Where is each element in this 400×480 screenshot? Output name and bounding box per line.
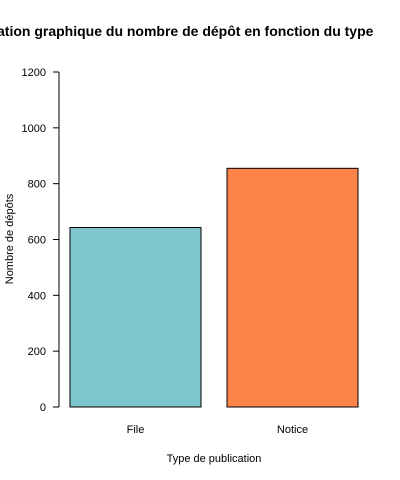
y-tick-label: 400 bbox=[28, 290, 46, 302]
x-tick-labels: File Notice bbox=[127, 424, 308, 436]
bar-file bbox=[69, 226, 202, 408]
y-tick-label: 1000 bbox=[22, 123, 46, 135]
y-tick-label: 800 bbox=[28, 179, 46, 191]
y-axis-label: Nombre de dépôts bbox=[4, 193, 16, 284]
bar-notice bbox=[226, 167, 359, 408]
chart-title: ation graphique du nombre de dépôt en fo… bbox=[0, 23, 374, 39]
x-axis-label: Type de publication bbox=[167, 453, 262, 465]
y-tick-label: 200 bbox=[28, 346, 46, 358]
x-tick-label: Notice bbox=[277, 424, 308, 436]
y-tick-label: 1200 bbox=[22, 67, 46, 79]
y-tick-label: 0 bbox=[40, 402, 46, 414]
y-axis: 0 200 400 600 800 1000 1200 bbox=[22, 67, 60, 414]
y-tick-label: 600 bbox=[28, 235, 46, 247]
x-tick-label: File bbox=[127, 424, 145, 436]
bars bbox=[69, 167, 359, 408]
